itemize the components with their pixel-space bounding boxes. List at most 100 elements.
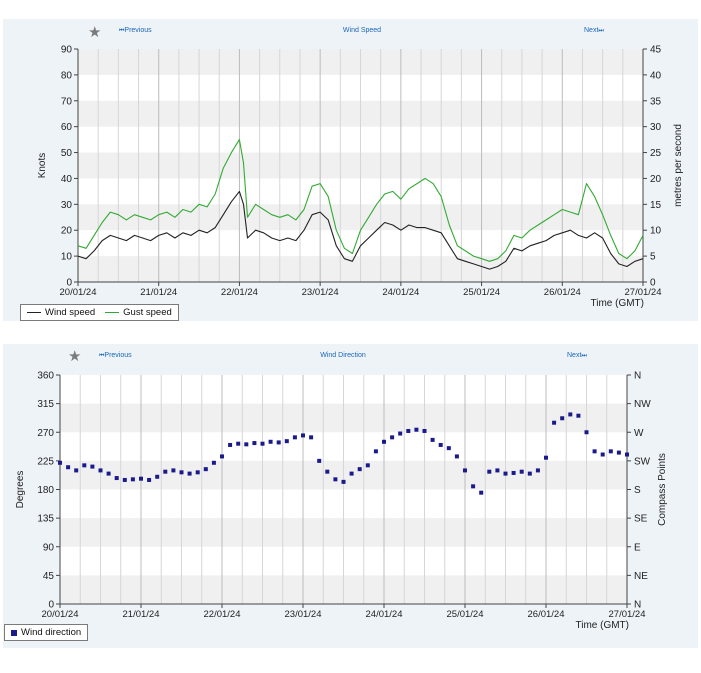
data-point <box>147 477 152 482</box>
y-tick-label: 0 <box>48 600 54 611</box>
x-tick-label: 22/01/24 <box>204 609 241 620</box>
y2-tick-label: 15 <box>650 200 662 211</box>
chart-nav-title: Wind Direction <box>320 352 366 359</box>
data-point <box>228 442 233 447</box>
data-point <box>309 435 314 440</box>
data-point <box>608 449 613 454</box>
star-icon[interactable]: ★ <box>68 348 82 365</box>
y-axis-label: Knots <box>37 153 48 179</box>
data-point <box>592 449 597 454</box>
data-point <box>544 455 548 460</box>
y2-tick-label: E <box>634 542 641 553</box>
data-point <box>503 471 508 476</box>
y-tick-label: 135 <box>37 514 54 525</box>
wind-direction-legend: Wind direction <box>4 624 89 641</box>
star-icon[interactable]: ★ <box>88 24 102 41</box>
data-point <box>195 470 200 475</box>
wind-speed-panel: ★ ⏮Previous Wind Speed Next⏭ 0 10 20 30 40 50… <box>3 19 698 321</box>
data-point <box>82 463 87 468</box>
data-point <box>495 468 500 473</box>
data-point <box>252 441 257 446</box>
y2-tick-label: SE <box>634 514 648 525</box>
data-point <box>568 412 573 417</box>
data-point <box>66 465 71 470</box>
x-tick-label: 24/01/24 <box>382 287 419 298</box>
data-point <box>576 413 581 418</box>
data-point <box>244 442 249 447</box>
next-link[interactable]: Next⏭ <box>567 352 587 359</box>
data-point <box>390 435 395 440</box>
y-tick-label: 60 <box>61 122 73 133</box>
y2-tick-label: 5 <box>650 252 656 263</box>
x-tick-label: 23/01/24 <box>285 609 322 620</box>
skip-forward-icon: ⏭ <box>598 28 604 34</box>
wind-direction-panel: ★ ⏮Previous Wind Direction Next⏭ 0 45 90 13… <box>3 344 698 648</box>
x-axis-label: Time (GMT) <box>575 620 629 631</box>
data-point <box>479 490 484 495</box>
data-point <box>268 439 273 444</box>
x-tick-label: 20/01/24 <box>60 287 97 298</box>
x-tick-label: 21/01/24 <box>123 609 160 620</box>
skip-forward-icon: ⏭ <box>581 353 587 359</box>
data-point <box>430 437 435 442</box>
x-tick-label: 21/01/24 <box>140 287 177 298</box>
data-point <box>171 468 176 473</box>
data-point <box>463 468 467 473</box>
data-point <box>365 463 370 468</box>
legend-item-wind-speed[interactable]: Wind speed <box>27 307 95 318</box>
data-point <box>527 471 532 476</box>
legend-swatch <box>11 629 17 636</box>
y-tick-label: 10 <box>61 252 73 263</box>
x-tick-label: 27/01/24 <box>609 609 646 620</box>
y-tick-label: 360 <box>37 371 54 382</box>
data-point <box>58 460 62 465</box>
data-point <box>130 477 135 482</box>
legend-item-gust-speed[interactable]: Gust speed <box>105 307 172 318</box>
y-tick-label: 70 <box>61 96 73 107</box>
y2-tick-label: 10 <box>650 226 662 237</box>
y-tick-label: 30 <box>61 200 73 211</box>
next-link[interactable]: Next⏭ <box>584 27 604 34</box>
data-point <box>357 467 362 472</box>
previous-link[interactable]: ⏮Previous <box>119 27 152 34</box>
legend-item-wind-direction[interactable]: Wind direction <box>11 627 81 638</box>
wind-direction-chart: 0 45 90 135 180 225 270 315 360 N NE E SE S SW W NW N 20/0… <box>15 371 668 632</box>
y2-tick-label: 35 <box>650 96 662 107</box>
data-point <box>341 479 346 484</box>
data-point <box>260 441 265 446</box>
y2-axis-label: Compass Points <box>657 453 668 526</box>
x-tick-label: 25/01/24 <box>447 609 484 620</box>
y-tick-label: 45 <box>43 571 55 582</box>
data-point <box>552 420 557 425</box>
y-tick-label: 90 <box>43 542 55 553</box>
previous-link[interactable]: ⏮Previous <box>99 352 132 359</box>
y2-tick-label: N <box>634 371 641 382</box>
series-line-wind-speed <box>77 190 644 270</box>
data-point <box>398 431 403 436</box>
data-point <box>373 449 378 454</box>
legend-swatch <box>27 312 41 313</box>
data-point <box>487 469 492 474</box>
data-point <box>382 439 386 444</box>
data-point <box>438 442 443 447</box>
y2-tick-label: 25 <box>650 148 662 159</box>
data-point <box>349 471 354 476</box>
x-tick-label: 23/01/24 <box>302 287 339 298</box>
data-point <box>211 460 216 465</box>
data-point <box>163 469 168 474</box>
data-point <box>284 439 289 444</box>
y2-tick-label: SW <box>634 456 651 467</box>
y2-tick-label: 40 <box>650 70 662 81</box>
x-tick-label: 22/01/24 <box>221 287 258 298</box>
data-point <box>625 452 629 457</box>
x-tick-label: 26/01/24 <box>544 287 581 298</box>
data-point <box>187 471 192 476</box>
y2-tick-label: 0 <box>650 278 656 289</box>
data-point <box>511 470 516 475</box>
data-point <box>98 468 103 473</box>
data-point <box>333 477 338 482</box>
data-point <box>325 469 330 474</box>
data-point <box>292 435 297 440</box>
x-tick-label: 24/01/24 <box>366 609 403 620</box>
data-point <box>74 468 79 473</box>
